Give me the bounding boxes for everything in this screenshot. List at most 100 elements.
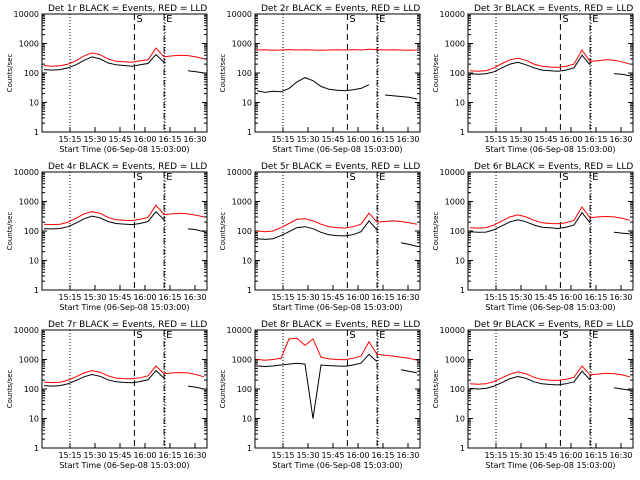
- x-tick-label: 15:45: [534, 135, 557, 144]
- panel-title: Det 8r BLACK = Events, RED = LLD: [261, 320, 420, 330]
- end-marker-label: E: [379, 172, 385, 183]
- x-tick-label: 15:15: [58, 293, 81, 302]
- y-tick-label: 1000: [232, 356, 252, 365]
- end-marker-label: E: [379, 330, 385, 341]
- end-marker-label: E: [592, 330, 598, 341]
- x-tick-label: 15:45: [321, 293, 344, 302]
- detector-panel-4: Det 4r BLACK = Events, RED = LLD 1 10 100 10…: [6, 162, 208, 312]
- series-line-events: [469, 54, 631, 77]
- y-tick-label: 10000: [227, 326, 252, 335]
- x-tick-label: 16:00: [133, 135, 156, 144]
- x-tick-label: 16:15: [371, 135, 394, 144]
- detector-panel-2: Det 2r BLACK = Events, RED = LLD 1 10 100 10…: [219, 4, 421, 154]
- y-tick-label: 10: [242, 99, 252, 108]
- series-line-lld: [256, 48, 418, 51]
- series-line-lld: [469, 206, 631, 229]
- plot-frame: [254, 329, 421, 449]
- y-tick-label: 100: [450, 227, 465, 236]
- series-line-lld: [43, 204, 205, 226]
- x-tick-label: 16:00: [559, 451, 582, 460]
- x-tick-label: 16:30: [396, 293, 419, 302]
- x-tick-label: 15:30: [83, 451, 106, 460]
- series-line-lld: [43, 47, 205, 67]
- start-marker-label: S: [562, 172, 568, 183]
- y-tick-label: 10: [242, 257, 252, 266]
- x-tick-label: 16:30: [396, 451, 419, 460]
- plot-frame: [254, 13, 421, 133]
- plot-frame: [41, 329, 208, 449]
- y-tick-label: 10000: [14, 168, 39, 177]
- plot-frame: [41, 171, 208, 291]
- y-axis-label: Counts/sec: [432, 212, 440, 251]
- x-axis-label: Start Time (06-Sep-08 15:03:00): [59, 303, 189, 312]
- y-axis-label: Counts/sec: [432, 370, 440, 409]
- x-tick-label: 15:15: [271, 293, 294, 302]
- end-marker-label: E: [166, 172, 172, 183]
- x-tick-label: 16:30: [396, 135, 419, 144]
- y-tick-label: 1000: [19, 198, 39, 207]
- x-tick-label: 15:45: [321, 451, 344, 460]
- y-tick-label: 10000: [14, 326, 39, 335]
- y-tick-label: 10000: [227, 168, 252, 177]
- panel-title: Det 4r BLACK = Events, RED = LLD: [48, 162, 207, 172]
- plot-frame: [467, 171, 634, 291]
- y-tick-label: 1000: [232, 198, 252, 207]
- x-tick-label: 16:15: [371, 451, 394, 460]
- y-tick-label: 10000: [440, 326, 465, 335]
- start-marker-label: S: [349, 14, 355, 25]
- series-line-events: [256, 353, 418, 419]
- x-tick-label: 16:15: [158, 451, 181, 460]
- x-tick-label: 15:30: [509, 451, 532, 460]
- y-tick-label: 1: [460, 128, 465, 137]
- y-tick-label: 100: [450, 69, 465, 78]
- series-line-lld: [256, 337, 418, 361]
- panel-title: Det 9r BLACK = Events, RED = LLD: [474, 320, 633, 330]
- detector-panel-6: Det 6r BLACK = Events, RED = LLD 1 10 100 10…: [432, 162, 634, 312]
- start-marker-label: S: [562, 14, 568, 25]
- x-tick-label: 16:00: [559, 293, 582, 302]
- series-line-events: [469, 370, 631, 391]
- x-tick-label: 16:00: [559, 135, 582, 144]
- y-tick-label: 100: [237, 227, 252, 236]
- x-tick-label: 16:15: [158, 293, 181, 302]
- x-tick-label: 16:30: [609, 135, 632, 144]
- x-tick-label: 15:30: [83, 135, 106, 144]
- y-tick-label: 1: [247, 444, 252, 453]
- start-marker-label: S: [136, 330, 142, 341]
- x-tick-label: 15:45: [108, 135, 131, 144]
- y-tick-label: 10: [455, 257, 465, 266]
- x-axis-label: Start Time (06-Sep-08 15:03:00): [272, 145, 402, 154]
- x-tick-label: 16:30: [609, 293, 632, 302]
- y-tick-label: 1: [34, 286, 39, 295]
- series-line-events: [256, 220, 418, 247]
- series-line-events: [43, 210, 205, 233]
- x-tick-label: 15:15: [484, 293, 507, 302]
- x-tick-label: 16:30: [183, 135, 206, 144]
- plot-frame: [467, 13, 634, 133]
- y-axis-label: Counts/sec: [219, 370, 227, 409]
- x-tick-label: 16:15: [584, 451, 607, 460]
- y-tick-label: 100: [24, 385, 39, 394]
- y-tick-label: 1000: [445, 198, 465, 207]
- x-axis-label: Start Time (06-Sep-08 15:03:00): [272, 461, 402, 470]
- series-line-lld: [469, 365, 631, 385]
- y-tick-label: 1000: [19, 40, 39, 49]
- start-marker-label: S: [562, 330, 568, 341]
- x-tick-label: 16:00: [346, 451, 369, 460]
- y-tick-label: 1: [460, 444, 465, 453]
- panel-title: Det 3r BLACK = Events, RED = LLD: [474, 4, 633, 14]
- y-tick-label: 10000: [14, 10, 39, 19]
- x-axis-label: Start Time (06-Sep-08 15:03:00): [59, 461, 189, 470]
- x-tick-label: 16:00: [346, 135, 369, 144]
- end-marker-label: E: [166, 14, 172, 25]
- x-tick-label: 16:15: [584, 293, 607, 302]
- panel-title: Det 5r BLACK = Events, RED = LLD: [261, 162, 420, 172]
- y-tick-label: 1000: [445, 356, 465, 365]
- x-tick-label: 16:15: [584, 135, 607, 144]
- y-tick-label: 100: [450, 385, 465, 394]
- start-marker-label: S: [349, 330, 355, 341]
- plot-frame: [41, 13, 208, 133]
- y-tick-label: 10: [455, 415, 465, 424]
- plot-frame: [254, 171, 421, 291]
